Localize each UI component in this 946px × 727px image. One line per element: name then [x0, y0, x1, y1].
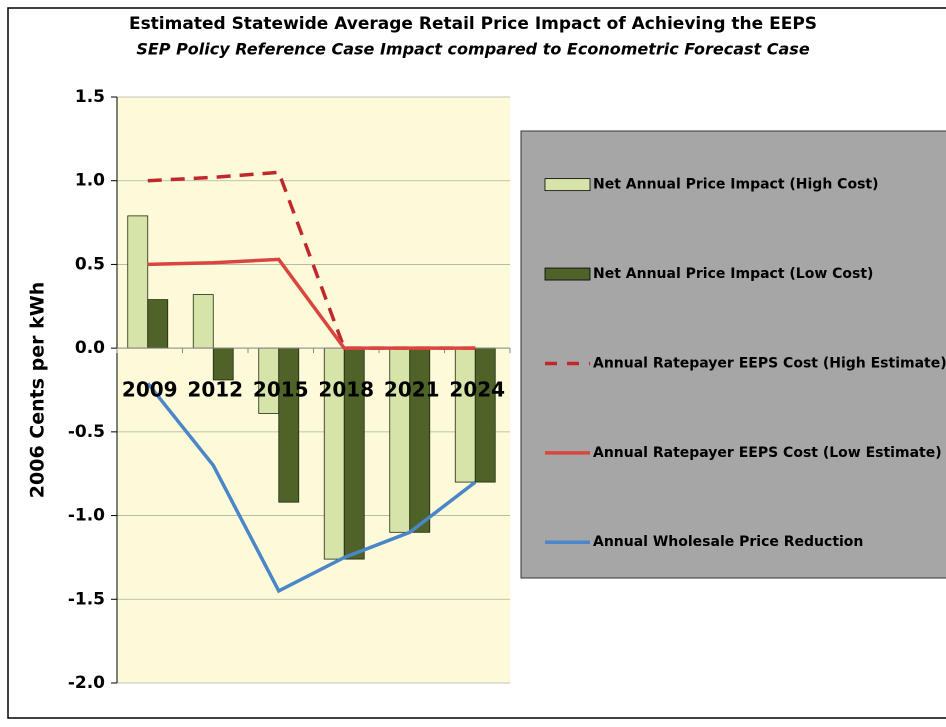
x-tick-label: 2012	[187, 378, 243, 402]
y-tick-label: -0.5	[68, 422, 105, 442]
x-tick-label: 2015	[253, 378, 309, 402]
bar	[147, 299, 169, 349]
x-tick-label: 2024	[449, 378, 505, 402]
y-tick-label: 1.0	[75, 171, 105, 191]
y-tick-label: 1.5	[75, 87, 105, 107]
bar	[127, 215, 149, 349]
y-tick-label: 0.5	[75, 254, 105, 274]
y-tick-label: -2.0	[68, 673, 105, 693]
line	[147, 257, 476, 350]
y-axis-label: 2006 Cents per kWh	[27, 282, 49, 498]
legend-label: Annual Wholesale Price Reduction	[593, 534, 863, 550]
legend-box	[520, 130, 946, 579]
chart-subtitle: SEP Policy Reference Case Impact compare…	[136, 40, 809, 59]
bar	[474, 347, 496, 483]
legend-label: Annual Ratepayer EEPS Cost (Low Estimate…	[593, 445, 942, 461]
bar	[212, 347, 234, 381]
bar	[278, 347, 300, 503]
bar	[192, 294, 214, 349]
x-tick-label: 2021	[384, 378, 440, 402]
legend-label: Annual Ratepayer EEPS Cost (High Estimat…	[593, 355, 946, 371]
legend-label: Net Annual Price Impact (Low Cost)	[593, 266, 873, 282]
y-tick-label: 0.0	[75, 338, 105, 358]
chart-title: Estimated Statewide Average Retail Price…	[129, 14, 817, 34]
bar	[454, 347, 476, 483]
legend-swatch	[544, 267, 591, 281]
bar	[389, 347, 411, 533]
line	[146, 382, 477, 594]
y-tick-label: -1.0	[68, 506, 105, 526]
x-tick-label: 2018	[318, 378, 374, 402]
plot-area	[117, 97, 510, 683]
legend-label: Net Annual Price Impact (High Cost)	[593, 177, 879, 193]
y-tick-label: -1.5	[68, 589, 105, 609]
bar	[409, 347, 431, 533]
x-tick-label: 2009	[122, 378, 178, 402]
legend-swatch	[544, 178, 591, 192]
